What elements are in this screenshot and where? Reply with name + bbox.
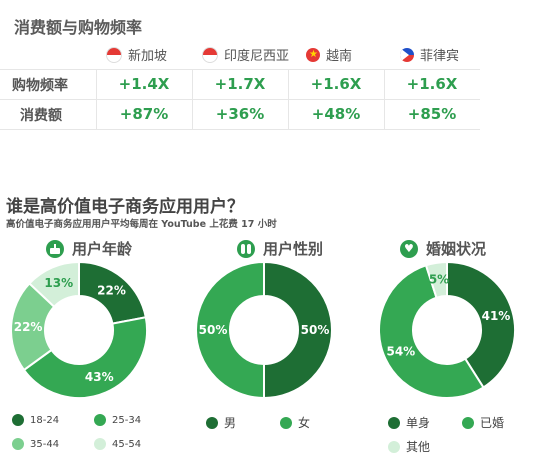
chart-title-age: 用户年龄 xyxy=(46,238,132,259)
legend-swatch xyxy=(388,440,400,453)
indonesia-flag-icon xyxy=(202,46,218,63)
chart-title-marital: ♥ 婚姻状况 xyxy=(400,238,486,259)
legend-item: 25-34 xyxy=(94,414,141,426)
donut-chart-marital: 41% 54% 5% xyxy=(378,260,516,399)
legend-item: 18-24 xyxy=(12,414,59,426)
country-name: 印度尼西亚 xyxy=(224,49,290,64)
legend-item: 单身 xyxy=(388,414,430,431)
table-divider xyxy=(192,69,193,129)
donut-slice xyxy=(424,260,448,299)
table-divider xyxy=(0,99,480,100)
table-divider xyxy=(96,69,97,129)
country-header-singapore: 新加坡 xyxy=(106,45,167,64)
legend-swatch xyxy=(462,416,474,429)
donut-slice xyxy=(378,264,485,399)
slice-label: 5% xyxy=(429,273,449,287)
donut-slice xyxy=(22,316,148,399)
chart-title-gender: 用户性别 xyxy=(237,238,323,259)
legend-swatch xyxy=(12,414,24,426)
table-divider xyxy=(288,69,289,129)
table-cell: +48% xyxy=(311,105,361,123)
legend-item: 男 xyxy=(206,414,236,431)
people-icon xyxy=(237,239,255,258)
chart-title-text: 婚姻状况 xyxy=(426,240,487,258)
legend-label: 女 xyxy=(298,416,311,430)
chart-title-text: 用户年龄 xyxy=(72,240,133,258)
slice-label: 22% xyxy=(97,284,126,298)
legend-label: 其他 xyxy=(406,440,431,454)
slice-label: 41% xyxy=(482,309,511,323)
slice-label: 43% xyxy=(85,370,114,384)
philippines-flag-icon xyxy=(400,47,414,62)
vietnam-flag-icon: ★ xyxy=(306,47,320,62)
row-label-spend: 消费额 xyxy=(20,108,62,124)
chart-title-text: 用户性别 xyxy=(263,240,324,258)
slice-label: 22% xyxy=(14,320,43,334)
donut-slice xyxy=(28,260,80,309)
legend-item: 女 xyxy=(280,414,310,431)
donut-slice xyxy=(263,260,333,400)
section-title-spend-frequency: 消费额与购物频率 xyxy=(14,18,143,37)
country-name: 越南 xyxy=(326,49,353,64)
table-cell: +1.7X xyxy=(214,75,266,93)
table-divider xyxy=(0,129,480,130)
slice-label: 50% xyxy=(199,323,228,337)
section-subtitle: 高价值电子商务应用用户平均每周在 YouTube 上花费 17 小时 xyxy=(6,219,277,230)
legend-label: 单身 xyxy=(406,416,431,430)
country-header-indonesia: 印度尼西亚 xyxy=(202,45,289,64)
legend-swatch xyxy=(94,438,106,450)
donut-charts: 22% 43% 22% 13% 50% 50% 41% 54% 5% xyxy=(10,260,516,400)
country-header-vietnam: ★ 越南 xyxy=(306,45,352,64)
slice-label: 54% xyxy=(386,345,415,359)
legend-label: 45-54 xyxy=(112,438,142,450)
legend-label: 35-44 xyxy=(30,438,60,450)
singapore-flag-icon xyxy=(106,46,122,63)
table-cell: +1.6X xyxy=(310,75,362,93)
legend-label: 25-34 xyxy=(112,414,142,426)
slice-label: 50% xyxy=(301,323,330,337)
table-cell: +1.6X xyxy=(406,75,458,93)
slice-label: 13% xyxy=(44,276,73,290)
heart-ring-icon: ♥ xyxy=(400,239,418,258)
legend-swatch xyxy=(206,416,218,429)
legend-label: 已婚 xyxy=(480,416,505,430)
donut-chart-gender: 50% 50% xyxy=(195,260,333,400)
table-cell: +36% xyxy=(215,105,265,123)
legend-label: 男 xyxy=(224,416,237,430)
row-label-frequency: 购物频率 xyxy=(12,78,68,94)
legend-item: 其他 xyxy=(388,438,430,455)
section-title-high-value-users: 谁是高价值电子商务应用用户？ xyxy=(6,197,244,217)
country-header-philippines: 菲律宾 xyxy=(400,45,459,64)
legend-swatch xyxy=(12,438,24,450)
legend-swatch xyxy=(280,416,292,429)
legend-item: 45-54 xyxy=(94,438,141,450)
legend-swatch xyxy=(94,414,106,426)
table-divider xyxy=(384,69,385,129)
legend-item: 35-44 xyxy=(12,438,59,450)
table-cell: +85% xyxy=(407,105,457,123)
donut-chart-age: 22% 43% 22% 13% xyxy=(10,260,148,399)
table-cell: +1.4X xyxy=(118,75,170,93)
country-name: 菲律宾 xyxy=(420,49,460,64)
country-name: 新加坡 xyxy=(128,49,168,64)
donut-slice xyxy=(195,260,265,400)
donut-slice xyxy=(446,260,516,389)
table-cell: +87% xyxy=(119,105,169,123)
legend-label: 18-24 xyxy=(30,414,60,426)
table-divider xyxy=(0,69,480,70)
birthday-cake-icon xyxy=(46,239,64,258)
legend-item: 已婚 xyxy=(462,414,504,431)
legend-swatch xyxy=(388,416,400,429)
